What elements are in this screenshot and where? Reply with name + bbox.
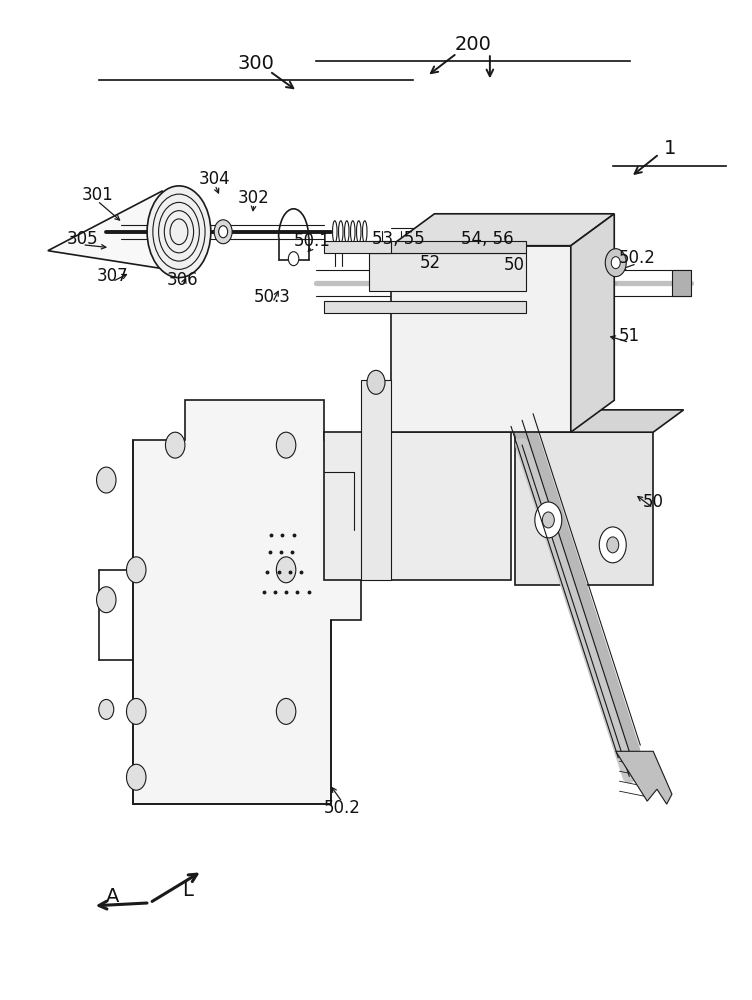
Text: L: L — [182, 881, 193, 900]
Text: 50.2: 50.2 — [618, 249, 655, 267]
Polygon shape — [514, 432, 653, 585]
Text: 305: 305 — [66, 230, 98, 248]
Circle shape — [126, 557, 146, 583]
Polygon shape — [391, 246, 571, 432]
Text: 302: 302 — [238, 189, 270, 207]
Polygon shape — [672, 270, 690, 296]
Polygon shape — [132, 400, 361, 804]
Text: 53, 55: 53, 55 — [372, 230, 425, 248]
Text: 50.2: 50.2 — [324, 799, 361, 817]
Text: 50.3: 50.3 — [254, 288, 291, 306]
Text: 304: 304 — [199, 170, 231, 188]
Text: 306: 306 — [167, 271, 199, 289]
Circle shape — [605, 249, 626, 277]
Text: 54, 56: 54, 56 — [460, 230, 513, 248]
Circle shape — [96, 587, 116, 613]
Text: 200: 200 — [455, 35, 492, 54]
Text: 50: 50 — [643, 493, 664, 511]
Text: 51: 51 — [619, 327, 640, 345]
Polygon shape — [361, 380, 391, 580]
Text: 50: 50 — [503, 256, 524, 274]
Text: 300: 300 — [238, 54, 274, 73]
Circle shape — [599, 527, 626, 563]
Text: 52: 52 — [420, 254, 441, 272]
Polygon shape — [323, 432, 511, 580]
Polygon shape — [514, 410, 684, 432]
Text: 301: 301 — [81, 186, 113, 204]
Text: 307: 307 — [96, 267, 128, 285]
Polygon shape — [323, 241, 391, 253]
Circle shape — [219, 226, 228, 238]
Circle shape — [276, 698, 296, 724]
Polygon shape — [391, 214, 614, 246]
Text: A: A — [105, 887, 119, 906]
Polygon shape — [323, 301, 526, 313]
Circle shape — [276, 557, 296, 583]
Polygon shape — [616, 751, 672, 804]
Circle shape — [288, 252, 299, 266]
Polygon shape — [368, 241, 526, 253]
Text: 50.1: 50.1 — [294, 232, 331, 250]
Circle shape — [542, 512, 554, 528]
Circle shape — [96, 467, 116, 493]
Polygon shape — [368, 253, 526, 291]
Circle shape — [276, 432, 296, 458]
Circle shape — [607, 537, 619, 553]
Polygon shape — [571, 214, 614, 432]
Circle shape — [367, 370, 385, 394]
Circle shape — [126, 698, 146, 724]
Ellipse shape — [147, 186, 211, 278]
Circle shape — [611, 257, 620, 269]
Circle shape — [99, 699, 114, 719]
Text: 1: 1 — [663, 139, 676, 158]
Circle shape — [214, 220, 232, 244]
Circle shape — [126, 764, 146, 790]
Circle shape — [165, 432, 185, 458]
Polygon shape — [48, 191, 162, 269]
Circle shape — [535, 502, 562, 538]
